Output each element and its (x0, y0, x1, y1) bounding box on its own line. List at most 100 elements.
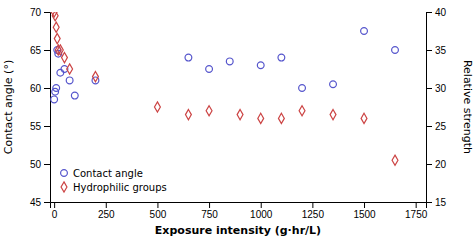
tick-label: 30 (435, 83, 447, 94)
tick: 750 (201, 202, 218, 220)
tick-mark (426, 12, 432, 13)
point (361, 28, 368, 35)
tick: 1000 (250, 202, 273, 220)
tick: 65 (30, 45, 50, 56)
point (206, 106, 212, 116)
tick-mark (44, 164, 50, 165)
tick: 1250 (302, 202, 325, 220)
legend-symbol (61, 170, 68, 177)
tick-label: 15 (435, 197, 447, 208)
tick: 60 (30, 83, 50, 94)
tick-label: 1750 (405, 209, 428, 220)
tick-mark (261, 202, 262, 208)
y-axis: 45 50 55 60 65 70 (30, 7, 51, 208)
tick: 25 (426, 121, 447, 132)
tick-label: 55 (30, 121, 42, 132)
point (67, 64, 73, 74)
tick-mark (44, 202, 50, 203)
tick-mark (44, 50, 50, 51)
tick-label: 500 (150, 209, 167, 220)
point (226, 58, 233, 65)
tick-label: 70 (30, 7, 42, 18)
tick: 45 (30, 197, 50, 208)
point (299, 106, 305, 116)
point (299, 85, 306, 92)
point (361, 113, 367, 123)
point (237, 110, 243, 120)
point (62, 53, 68, 63)
tick-mark (426, 164, 432, 165)
tick-mark (44, 88, 50, 89)
tick-label: 40 (435, 7, 447, 18)
tick: 15 (426, 197, 447, 208)
series (51, 12, 398, 165)
tick-mark (312, 202, 313, 208)
tick-mark (44, 12, 50, 13)
tick: 55 (30, 121, 50, 132)
point (55, 45, 61, 55)
point (51, 96, 58, 103)
axis-line (44, 13, 51, 203)
plot: 0 250 500 750 1000 1250 1500 1750 45 50 55 60 65 70 15… (30, 7, 447, 220)
tick-label: 1000 (250, 209, 273, 220)
tick-label: 45 (30, 197, 42, 208)
tick-mark (44, 126, 50, 127)
tick: 20 (426, 159, 447, 170)
point (52, 12, 58, 21)
legend-item: Hydrophilic groups (61, 182, 167, 193)
point (330, 81, 337, 88)
point (258, 113, 264, 123)
legend-item: Contact angle (61, 168, 143, 179)
point (330, 110, 336, 120)
point (278, 54, 285, 61)
x-axis-title: Exposure intensity (g·hr/L) (155, 224, 321, 237)
y2-axis: 15 20 25 30 35 40 (426, 7, 447, 208)
tick-label: 65 (30, 45, 42, 56)
tick-label: 750 (201, 209, 218, 220)
point (185, 54, 192, 61)
point (154, 102, 160, 112)
tick-label: 25 (435, 121, 447, 132)
tick: 0 (52, 202, 58, 220)
tick: 30 (426, 83, 447, 94)
chart: 0 250 500 750 1000 1250 1500 1750 45 50 55 60 65 70 15… (0, 0, 476, 240)
point (278, 113, 284, 123)
point (206, 66, 213, 73)
tick: 1500 (353, 202, 376, 220)
tick-label: 1250 (302, 209, 325, 220)
tick-mark (416, 202, 417, 208)
point (392, 155, 398, 165)
tick-label: 0 (52, 209, 58, 220)
x-axis: 0 250 500 750 1000 1250 1500 1750 (51, 202, 428, 220)
tick-mark (157, 202, 158, 208)
tick: 250 (98, 202, 115, 220)
marks (51, 12, 399, 165)
tick: 40 (426, 7, 447, 18)
point (392, 47, 399, 54)
tick-label: 250 (98, 209, 115, 220)
axis-line (427, 13, 433, 203)
point (66, 77, 73, 84)
legend-symbol (61, 182, 67, 192)
axis-line (51, 203, 427, 209)
legend-label: Hydrophilic groups (73, 182, 167, 193)
point (54, 34, 60, 44)
tick-mark (54, 202, 55, 208)
point (53, 85, 60, 92)
point (57, 45, 63, 55)
point (57, 69, 64, 76)
tick-label: 20 (435, 159, 447, 170)
point (257, 62, 264, 69)
tick-mark (364, 202, 365, 208)
tick: 35 (426, 45, 447, 56)
tick-mark (209, 202, 210, 208)
point (71, 92, 78, 99)
y-axis-title: Contact angle (°) (2, 60, 15, 154)
tick-label: 60 (30, 83, 42, 94)
point (185, 110, 191, 120)
point (53, 22, 59, 32)
tick: 500 (150, 202, 167, 220)
tick-label: 50 (30, 159, 42, 170)
series (51, 28, 399, 103)
tick-label: 1500 (353, 209, 376, 220)
